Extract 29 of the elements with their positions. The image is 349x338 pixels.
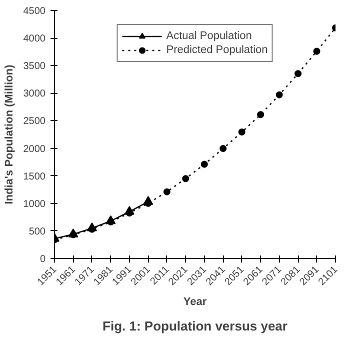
- point: [257, 111, 264, 118]
- point: [106, 215, 116, 224]
- y-tick-label: 4000: [23, 34, 46, 45]
- point: [124, 206, 134, 215]
- legend-label: Predicted Population: [166, 43, 268, 57]
- y-tick-label: 3500: [23, 61, 46, 72]
- point: [163, 188, 170, 196]
- point: [294, 70, 302, 78]
- y-tick-label: 2000: [23, 144, 46, 155]
- x-axis-title: Year: [183, 296, 208, 308]
- y-tick-label: 3000: [23, 88, 46, 100]
- y-axis-title: India's Population (Million): [3, 64, 16, 204]
- point: [200, 160, 208, 168]
- y-tick-label: 2500: [23, 116, 46, 128]
- point: [220, 145, 227, 152]
- point: [86, 222, 97, 232]
- y-tick-label: 500: [28, 226, 46, 238]
- legend-label: Actual Population: [166, 29, 252, 43]
- y-tick-label: 4500: [23, 6, 46, 17]
- text: Fig. 1: Population versus year: [102, 318, 288, 334]
- point: [313, 48, 320, 55]
- point: [68, 228, 78, 238]
- y-tick-label: 1000: [23, 198, 46, 210]
- point: [182, 175, 190, 182]
- point: [238, 128, 246, 136]
- point: [143, 196, 154, 205]
- y-tick-label: 0: [40, 254, 46, 265]
- y-tick-label: 1500: [23, 171, 46, 182]
- point: [276, 91, 283, 98]
